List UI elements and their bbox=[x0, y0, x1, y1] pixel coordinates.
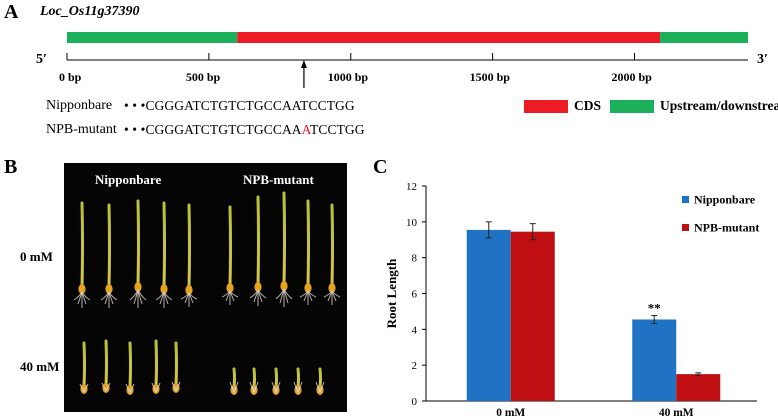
gene-segment-cds bbox=[237, 32, 661, 43]
y-tick-label: 8 bbox=[412, 253, 418, 265]
bar-nipponbare-0mm bbox=[466, 229, 511, 401]
gene-structure-diagram bbox=[66, 32, 748, 88]
sequence-nipponbare: • • •CGGGATCTGTCTGCCAATCCTGG bbox=[124, 98, 355, 114]
seedling bbox=[100, 203, 118, 308]
seedling bbox=[129, 199, 147, 308]
bar-npb-mutant-40mm bbox=[676, 374, 721, 401]
seedling bbox=[249, 367, 259, 395]
legend-label-cds: CDS bbox=[574, 98, 602, 113]
panel-c-letter: C bbox=[373, 156, 388, 178]
seedling bbox=[229, 367, 239, 395]
gene-tick-label: 1500 bp bbox=[469, 70, 510, 84]
bar-npb-mutant-0mm bbox=[510, 231, 555, 401]
gene-segment-downstream bbox=[660, 32, 748, 43]
error-bar bbox=[529, 223, 536, 241]
gene-segment-upstream bbox=[67, 32, 238, 43]
seedling bbox=[125, 341, 135, 395]
error-bar bbox=[651, 315, 658, 324]
error-bar bbox=[695, 372, 702, 376]
y-tick-label: 10 bbox=[406, 217, 418, 229]
seedling bbox=[221, 205, 239, 305]
gene-name: Loc_Os11g37390 bbox=[40, 4, 140, 19]
y-tick-label: 4 bbox=[412, 324, 418, 336]
y-axis-label: Root Length bbox=[384, 258, 399, 328]
sequence-npb-mutant: • • •CGGGATCTGTCTGCCAAATCCTGG bbox=[124, 122, 365, 138]
root-length-chart: 0 2 4 6 8 10 12 Root Length 0 mM 40 mM ** Nipponb… bbox=[384, 181, 759, 418]
seedling bbox=[171, 341, 181, 393]
legend-swatch-cds bbox=[524, 100, 568, 113]
x-category-label: 40 mM bbox=[659, 407, 694, 418]
seedling bbox=[155, 201, 173, 308]
five-prime-label: 5′ bbox=[36, 52, 47, 67]
legend-label-npb-mutant: NPB-mutant bbox=[694, 221, 759, 235]
seedling bbox=[151, 339, 161, 394]
sequence-dots: • • • bbox=[124, 122, 146, 137]
gene-tick-label: 1000 bp bbox=[327, 70, 369, 84]
panel-b-letter: B bbox=[4, 156, 18, 178]
error-bar bbox=[485, 221, 492, 239]
seedling bbox=[299, 199, 317, 305]
seedling bbox=[101, 339, 111, 393]
sequence-dots: • • • bbox=[124, 98, 146, 113]
seedling bbox=[275, 191, 293, 307]
seedling bbox=[73, 201, 91, 308]
row-label-40mm: 40 mM bbox=[20, 359, 60, 374]
mutant-base: A bbox=[301, 122, 311, 137]
seedling-photo: Nipponbare NPB-mutant bbox=[64, 163, 347, 412]
significance-marker: ** bbox=[648, 301, 661, 316]
three-prime-label: 3′ bbox=[757, 52, 768, 67]
legend-label-upstream: Upstream/downstream bbox=[660, 98, 778, 113]
seedling bbox=[79, 341, 89, 394]
bar-nipponbare-40mm bbox=[632, 319, 677, 401]
legend-swatch-upstream bbox=[610, 100, 654, 113]
gene-tick-label: 500 bp bbox=[185, 70, 221, 84]
y-tick-label: 6 bbox=[412, 289, 418, 301]
legend-label-nipponbare: Nipponbare bbox=[694, 193, 756, 207]
seq-name-npb-mutant: NPB-mutant bbox=[46, 122, 117, 137]
seedling bbox=[315, 367, 325, 395]
sequence-text-before: CGGGATCTGTCTGCCAA bbox=[145, 122, 302, 137]
seedling bbox=[271, 367, 281, 395]
x-category-label: 0 mM bbox=[496, 407, 525, 418]
seedling bbox=[323, 203, 341, 305]
seedling bbox=[249, 195, 267, 306]
legend-swatch-npb-mutant bbox=[682, 224, 689, 231]
gene-tick-label: 2000 bp bbox=[611, 70, 652, 84]
sequence-text-after: TCCTGG bbox=[310, 122, 365, 137]
y-tick-label: 12 bbox=[406, 181, 417, 193]
panel-a-letter: A bbox=[4, 1, 19, 23]
photo-col-label-nipponbare: Nipponbare bbox=[95, 172, 162, 187]
sequence-text: CGGGATCTGTCTGCCAATCCTGG bbox=[145, 98, 355, 113]
seedlings-illustration bbox=[73, 191, 341, 395]
legend-swatch-nipponbare bbox=[682, 196, 689, 203]
row-label-0mm: 0 mM bbox=[20, 249, 53, 264]
seedling bbox=[180, 203, 198, 307]
gene-tick-label: 0 bp bbox=[59, 70, 82, 84]
y-tick-label: 0 bbox=[412, 396, 418, 408]
seq-name-nipponbare: Nipponbare bbox=[46, 98, 113, 113]
y-tick-label: 2 bbox=[412, 360, 418, 372]
photo-col-label-npb-mutant: NPB-mutant bbox=[243, 172, 314, 187]
seedling bbox=[293, 367, 303, 395]
mutation-arrow-head bbox=[300, 60, 307, 68]
